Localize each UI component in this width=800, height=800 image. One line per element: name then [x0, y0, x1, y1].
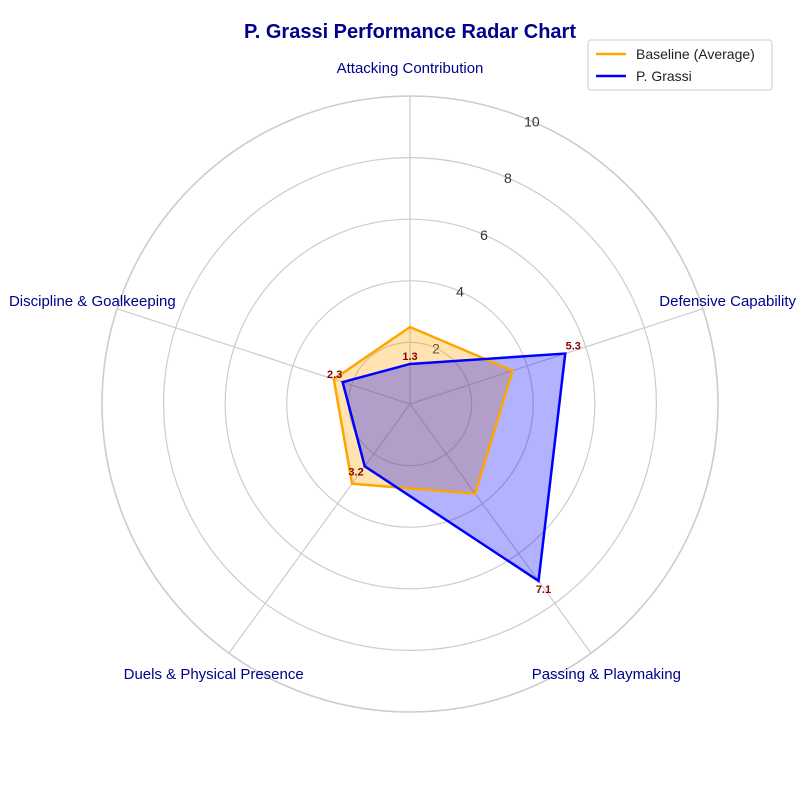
r-tick-label: 10 [524, 113, 540, 129]
series-fill [333, 327, 513, 494]
category-label: Defensive Capability [659, 293, 796, 310]
r-tick-label: 2 [432, 340, 440, 356]
radar-grid: 2 4 6 8 10 Attacking Contribution Defensive Ca… [9, 60, 797, 713]
grid-spoke [116, 308, 411, 405]
legend: Baseline (Average) P. Grassi [587, 39, 773, 91]
series-line [332, 325, 515, 496]
series-fill [342, 353, 566, 581]
category-label: Passing & Playmaking [532, 666, 681, 683]
legend-entry: Baseline (Average) [636, 46, 755, 62]
r-tick-label: 8 [504, 170, 512, 186]
data-label: 7.1 [536, 584, 551, 596]
series-line [341, 352, 567, 584]
category-label: Duels & Physical Presence [124, 666, 304, 683]
legend-box [587, 39, 773, 91]
data-label: 2.3 [327, 369, 342, 381]
grid-spoke [409, 308, 704, 405]
legend-entry: P. Grassi [636, 68, 692, 84]
category-label: Attacking Contribution [337, 60, 484, 77]
labels-layer: 1.3 5.3 7.1 2.3 3.2 [327, 341, 581, 596]
data-label: 3.2 [348, 467, 363, 479]
grid-spoke [228, 403, 411, 654]
category-label: Discipline & Goalkeeping [9, 293, 176, 310]
data-label: 5.3 [566, 341, 581, 353]
data-label: 1.3 [402, 351, 417, 363]
r-tick-label: 4 [456, 284, 464, 300]
chart-title: P. Grassi Performance Radar Chart [244, 21, 576, 43]
r-tick-label: 6 [480, 227, 488, 243]
series-layer [332, 325, 567, 584]
grid-spoke [409, 403, 592, 654]
